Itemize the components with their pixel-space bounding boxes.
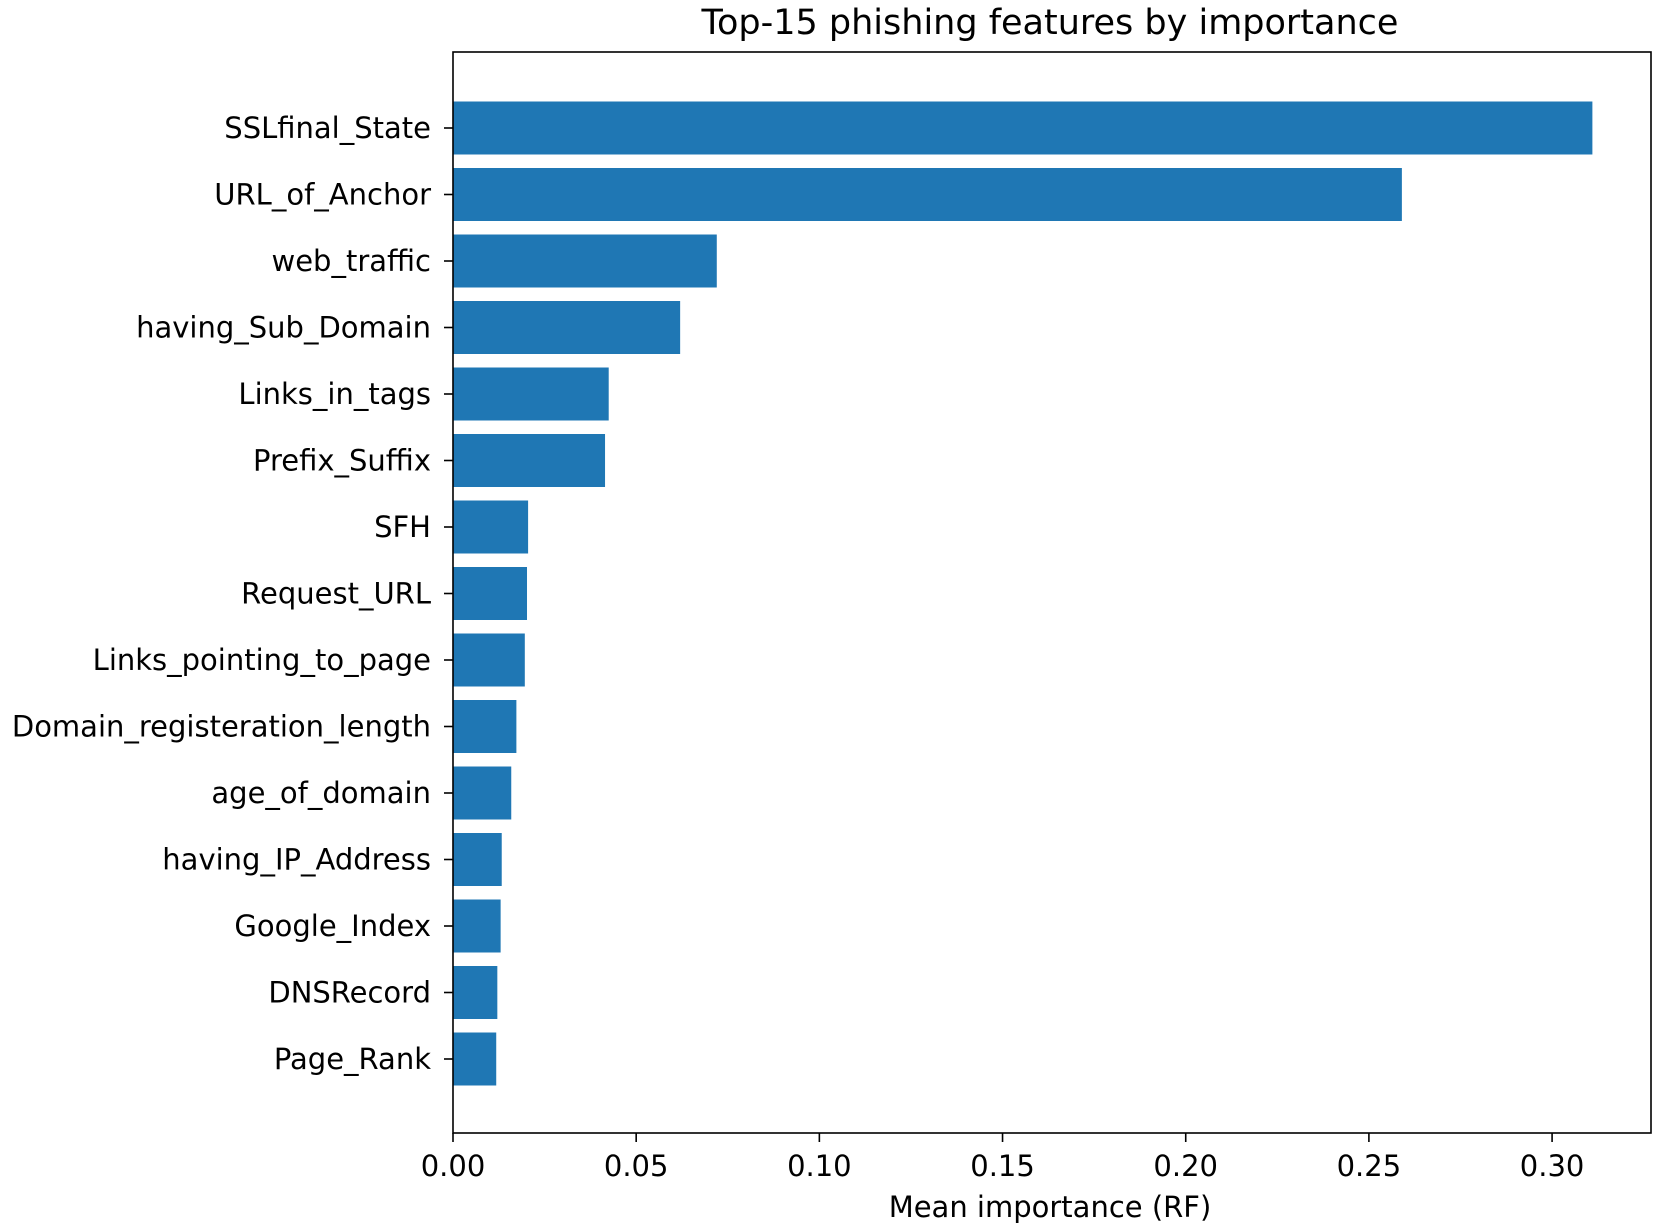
x-tick-label: 0.20 <box>1153 1149 1218 1183</box>
bar-DNSRecord <box>453 966 498 1019</box>
bar-Request_URL <box>453 567 528 620</box>
y-tick-label: Links_pointing_to_page <box>93 643 431 677</box>
y-tick-label: DNSRecord <box>268 976 431 1010</box>
y-tick-label: having_IP_Address <box>162 843 431 877</box>
bar-SFH <box>453 500 529 554</box>
bars-group <box>453 101 1593 1086</box>
bar-Page_Rank <box>453 1032 497 1086</box>
bar-Domain_registeration_length <box>453 700 517 753</box>
bar-Google_Index <box>453 899 501 953</box>
y-tick-label: SFH <box>374 510 431 544</box>
chart-title: Top-15 phishing features by importance <box>701 3 1399 43</box>
y-tick-label: SSLfinal_State <box>224 111 431 145</box>
x-tick-label: 0.00 <box>421 1149 486 1183</box>
x-tick-label: 0.05 <box>604 1149 669 1183</box>
y-tick-label: Page_Rank <box>274 1042 431 1076</box>
y-tick-label: Domain_registeration_length <box>12 710 431 744</box>
y-tick-label: web_traffic <box>271 244 431 278</box>
x-tick-label: 0.15 <box>970 1149 1035 1183</box>
y-tick-label: age_of_domain <box>211 776 431 810</box>
bar-age_of_domain <box>453 766 512 820</box>
y-tick-label: Links_in_tags <box>238 377 431 411</box>
bar-having_Sub_Domain <box>453 301 681 354</box>
y-tick-label: Request_URL <box>241 577 431 611</box>
x-tick-label: 0.10 <box>787 1149 852 1183</box>
x-tick-label: 0.25 <box>1337 1149 1402 1183</box>
x-axis-ticks: 0.00 0.05 0.10 0.15 0.20 0.25 0.30 <box>421 1133 1585 1183</box>
plot-area-frame <box>452 51 1652 1134</box>
bar-Links_pointing_to_page <box>453 633 525 687</box>
bar-web_traffic <box>453 234 717 288</box>
x-axis-label: Mean importance (RF) <box>889 1190 1212 1224</box>
x-tick-label: 0.30 <box>1520 1149 1585 1183</box>
y-axis-ticks: SSLfinal_State URL_of_Anchor web_trafficha… <box>12 111 453 1076</box>
bar-SSLfinal_State <box>453 101 1593 155</box>
bar-URL_of_Anchor <box>453 168 1402 221</box>
y-tick-label: Google_Index <box>234 909 431 943</box>
y-tick-label: Prefix_Suffix <box>253 444 431 478</box>
y-tick-label: URL_of_Anchor <box>214 178 431 212</box>
bar-Links_in_tags <box>453 367 609 421</box>
bar-Prefix_Suffix <box>453 434 606 487</box>
bar-having_IP_Address <box>453 833 502 886</box>
y-tick-label: having_Sub_Domain <box>136 311 431 345</box>
